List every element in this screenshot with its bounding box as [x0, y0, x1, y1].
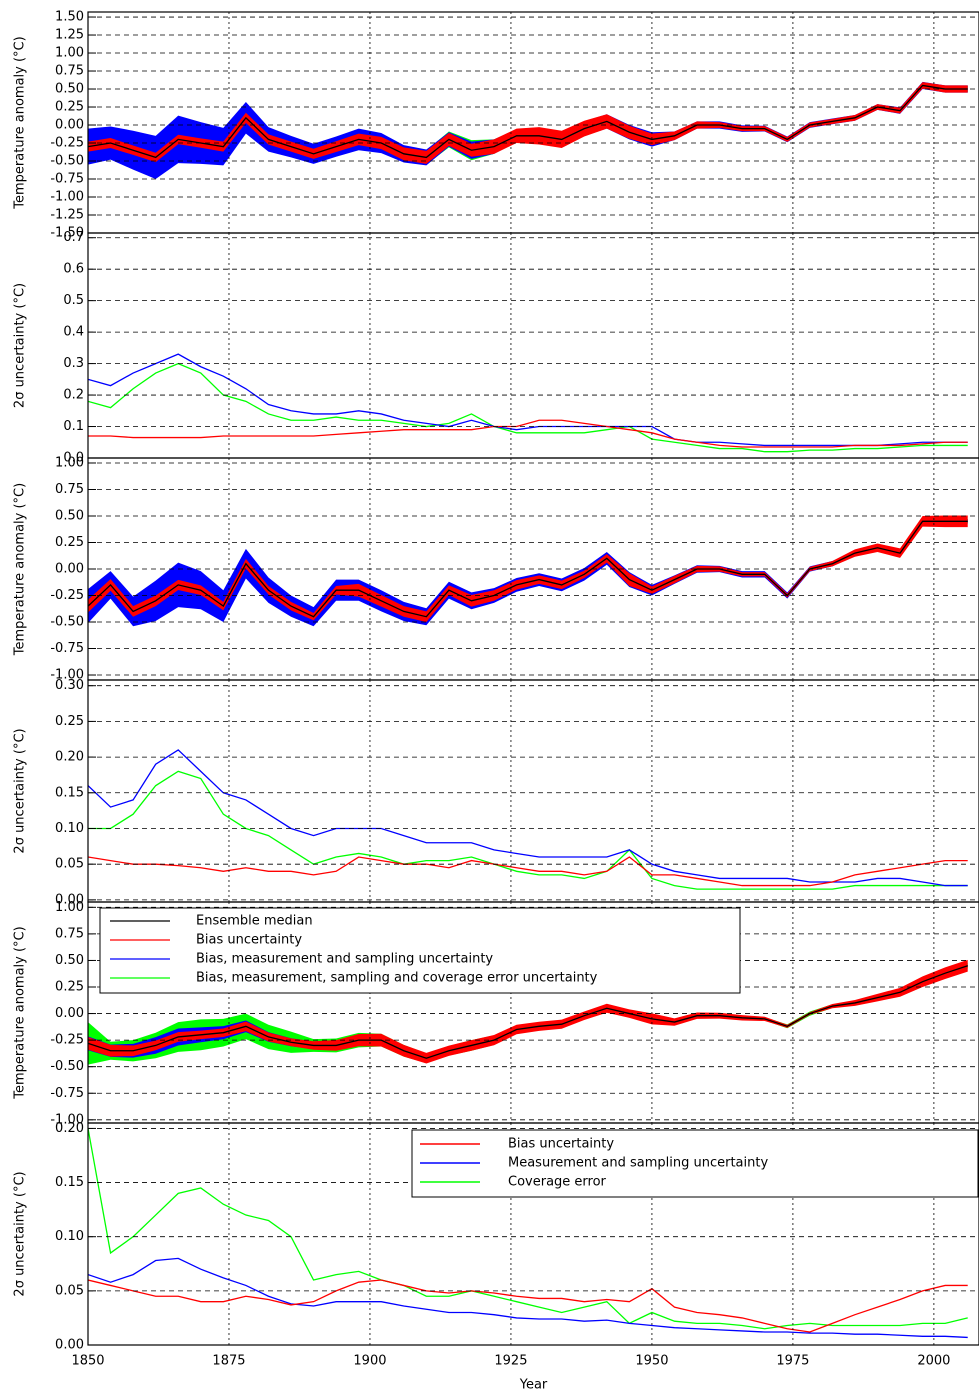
y-tick-label: -1.50 — [50, 226, 84, 241]
y-tick-label: 1.25 — [55, 28, 84, 43]
x-tick-label: 2000 — [917, 1354, 950, 1369]
y-tick-label: 0.15 — [55, 785, 84, 800]
line — [88, 520, 968, 618]
y-tick-label: -0.25 — [50, 1033, 84, 1048]
y-tick-label: -1.25 — [50, 208, 84, 223]
y-tick-label: -0.50 — [50, 1059, 84, 1074]
y-tick-label: 1.00 — [55, 900, 84, 915]
panel — [88, 353, 968, 453]
legend-label: Bias, measurement, sampling and coverage… — [196, 971, 598, 986]
y-tick-label: 1.00 — [55, 46, 84, 61]
line — [88, 353, 968, 447]
y-tick-label: 0.05 — [55, 1283, 84, 1298]
y-tick-label: 0.2 — [63, 388, 84, 403]
x-tick-label: 1925 — [494, 1354, 527, 1369]
plot-frame — [87, 232, 979, 459]
y-tick-label: -0.50 — [50, 615, 84, 630]
y-tick-label: 0.30 — [55, 678, 84, 693]
y-tick-label: 0.25 — [55, 714, 84, 729]
legend-label: Coverage error — [508, 1175, 607, 1190]
x-tick-label: 1875 — [212, 1354, 245, 1369]
y-tick-label: 0.6 — [63, 262, 84, 277]
y-tick-label: -0.75 — [50, 1086, 84, 1101]
y-axis-label: 2σ uncertainty (°C) — [13, 283, 28, 408]
line — [88, 770, 968, 890]
y-tick-label: 1.00 — [55, 455, 84, 470]
line — [88, 965, 968, 1059]
legend-box — [411, 1129, 979, 1198]
line — [88, 856, 968, 887]
y-tick-label: 0.00 — [55, 562, 84, 577]
y-tick-label: -0.75 — [50, 641, 84, 656]
line — [88, 749, 968, 887]
y-tick-label: -0.50 — [50, 154, 84, 169]
y-tick-label: -0.25 — [50, 136, 84, 151]
y-tick-label: -0.25 — [50, 588, 84, 603]
y-tick-label: 1.50 — [55, 10, 84, 25]
legend-label: Ensemble median — [196, 914, 313, 929]
y-tick-label: -1.00 — [50, 190, 84, 205]
y-tick-label: 0.7 — [63, 230, 84, 245]
y-tick-label: 0.20 — [55, 1121, 84, 1136]
y-tick-label: 0.15 — [55, 1175, 84, 1190]
y-tick-label: 0.25 — [55, 980, 84, 995]
y-tick-label: 0.05 — [55, 857, 84, 872]
legend-label: Bias, measurement and sampling uncertain… — [196, 952, 493, 967]
legend-label: Bias uncertainty — [508, 1137, 614, 1152]
line — [88, 419, 968, 448]
y-tick-label: 0.75 — [55, 926, 84, 941]
y-tick-label: 0.4 — [63, 325, 84, 340]
uncertainty-band — [88, 518, 968, 627]
y-axis-label: 2σ uncertainty (°C) — [13, 728, 28, 853]
y-axis-label: Temperature anomaly (°C) — [13, 483, 28, 656]
legend-label: Bias uncertainty — [196, 933, 302, 948]
x-tick-label: 1950 — [635, 1354, 668, 1369]
panel — [88, 959, 968, 1065]
y-tick-label: 0.75 — [55, 64, 84, 79]
legend-label: Measurement and sampling uncertainty — [508, 1156, 768, 1171]
y-tick-label: 0.50 — [55, 953, 84, 968]
panel — [88, 515, 968, 627]
x-tick-label: 1975 — [776, 1354, 809, 1369]
y-axis-label: Temperature anomaly (°C) — [13, 36, 28, 209]
line — [88, 1279, 968, 1333]
x-tick-label: 1850 — [71, 1354, 104, 1369]
uncertainty-band — [88, 963, 968, 1065]
y-tick-label: 0.10 — [55, 821, 84, 836]
y-tick-label: -1.00 — [50, 668, 84, 683]
y-tick-label: -0.75 — [50, 172, 84, 187]
y-tick-label: 0.5 — [63, 293, 84, 308]
plot-frame — [87, 1122, 979, 1346]
y-tick-label: 0.10 — [55, 1229, 84, 1244]
y-axis-label: Temperature anomaly (°C) — [13, 926, 28, 1099]
line — [88, 84, 968, 159]
y-tick-label: 0.00 — [55, 118, 84, 133]
panel — [88, 749, 968, 890]
y-tick-label: 0.0 — [63, 451, 84, 466]
y-tick-label: 0.1 — [63, 419, 84, 434]
y-tick-label: 0.00 — [55, 1006, 84, 1021]
plot-frame — [87, 11, 979, 234]
legend-box — [99, 907, 741, 994]
y-tick-label: 0.50 — [55, 82, 84, 97]
y-tick-label: -1.00 — [50, 1112, 84, 1127]
y-tick-label: 0.25 — [55, 535, 84, 550]
y-tick-label: 0.3 — [63, 356, 84, 371]
y-tick-label: 0.75 — [55, 482, 84, 497]
panel — [88, 81, 968, 180]
line — [88, 1257, 968, 1339]
y-tick-label: 0.00 — [55, 1338, 84, 1353]
panel — [88, 1128, 968, 1339]
y-tick-label: 0.25 — [55, 100, 84, 115]
y-tick-label: 0.00 — [55, 892, 84, 907]
y-axis-label: 2σ uncertainty (°C) — [13, 1171, 28, 1296]
y-tick-label: 0.20 — [55, 750, 84, 765]
line — [88, 1128, 968, 1330]
y-tick-label: 0.50 — [55, 508, 84, 523]
x-tick-label: 1900 — [353, 1354, 386, 1369]
line — [88, 362, 968, 453]
x-axis-label: Year — [519, 1378, 548, 1393]
